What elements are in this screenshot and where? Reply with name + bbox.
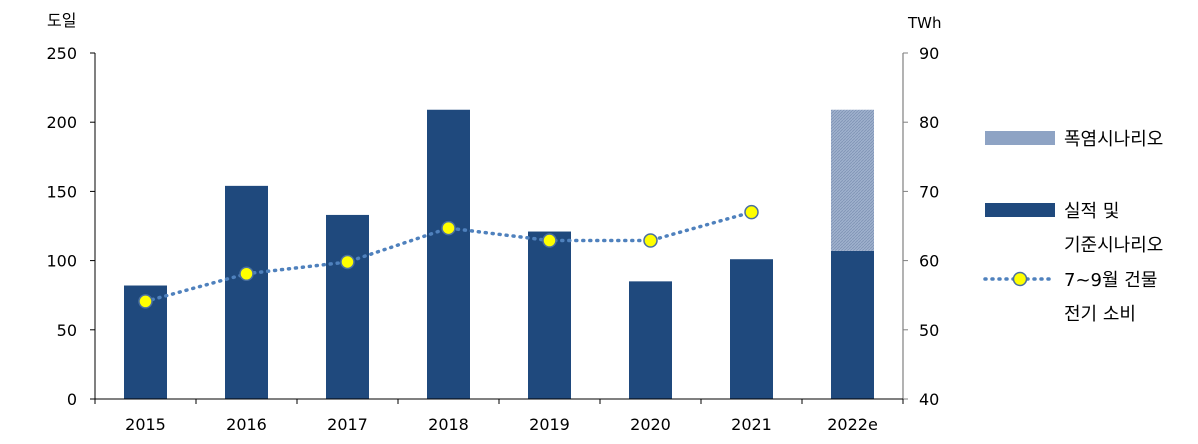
legend-swatch-heatwave [985, 131, 1055, 145]
x-tick-label: 2021 [731, 415, 772, 434]
right-tick-label: 60 [919, 252, 939, 271]
legend-label-baseline-line2: 기준시나리오 [1064, 235, 1163, 256]
legend-label-heatwave: 폭염시나리오 [1064, 129, 1163, 150]
x-tick-label: 2019 [529, 415, 570, 434]
left-tick-label: 50 [57, 321, 77, 340]
left-tick-label: 100 [46, 252, 77, 271]
line-point-marker [239, 266, 254, 281]
bar-2019 [528, 231, 571, 399]
left-tick-label: 200 [46, 113, 77, 132]
line-point-marker [744, 204, 759, 220]
bar-stacked-2022e [831, 109, 874, 251]
line-point-marker [542, 233, 557, 248]
line-series-group [138, 204, 759, 309]
right-axis-unit: TWh [907, 14, 942, 32]
left-tick-label: 0 [67, 390, 77, 409]
line-point-marker [643, 233, 658, 248]
x-tick-label: 2016 [226, 415, 267, 434]
line-point-marker [138, 294, 153, 309]
bar-2017 [326, 214, 369, 399]
bar-2022e [831, 250, 874, 399]
line-point-marker [340, 254, 355, 270]
bar-2016 [225, 185, 268, 399]
line-point-marker [441, 220, 456, 236]
legend-swatch-baseline [985, 203, 1055, 217]
left-tick-label: 150 [46, 182, 77, 201]
right-tick-label: 80 [919, 113, 939, 132]
right-tick-label: 50 [919, 321, 939, 340]
x-tick-label: 2020 [630, 415, 671, 434]
legend-label-baseline-line1: 실적 및 [1064, 201, 1119, 222]
x-tick-label: 2022e [827, 415, 878, 434]
bar-2020 [629, 281, 672, 399]
right-tick-label: 90 [919, 44, 939, 63]
right-tick-label: 70 [919, 182, 939, 201]
right-tick-label: 40 [919, 390, 939, 409]
left-axis-unit: 도일 [47, 11, 76, 30]
legend-label-electricity-line2: 전기 소비 [1064, 304, 1136, 325]
legend-label-electricity-line1: 7~9월 건물 [1064, 270, 1157, 291]
bars-group [124, 109, 874, 399]
axes-group: 0 50 100 150 200 250 40 50 60 70 80 90 도일 TWh 2015 2016… [46, 11, 941, 434]
x-tick-label: 2017 [327, 415, 368, 434]
bar-2018 [427, 109, 470, 399]
legend-swatch-marker [1012, 271, 1028, 287]
x-tick-label: 2018 [428, 415, 469, 434]
bar-2021 [730, 259, 773, 399]
left-tick-label: 250 [46, 44, 77, 63]
x-tick-label: 2015 [125, 415, 166, 434]
